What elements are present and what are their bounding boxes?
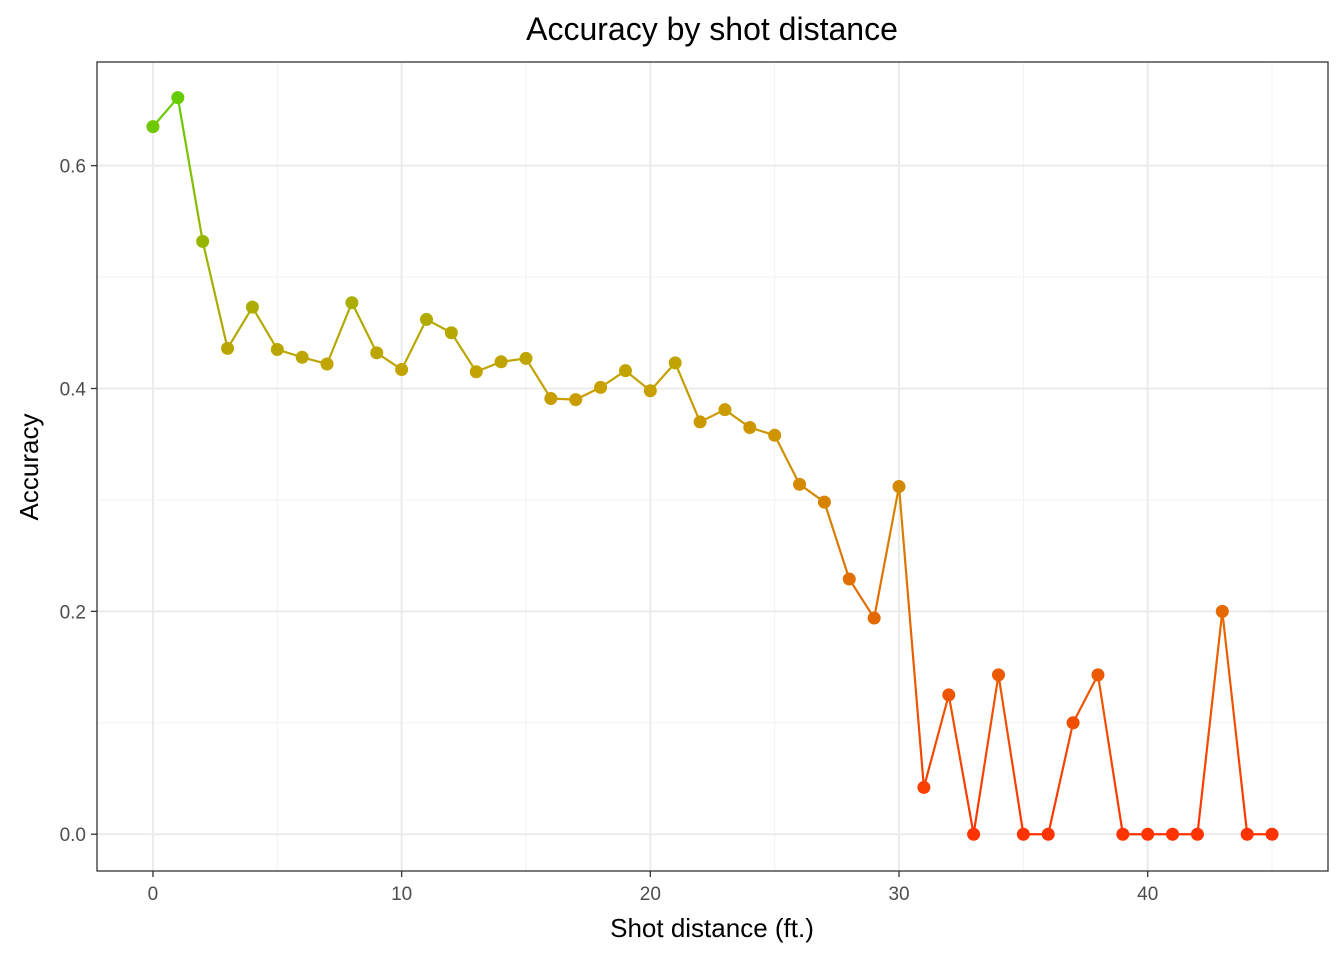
data-point: [892, 480, 906, 494]
data-point: [1066, 716, 1080, 730]
data-point: [917, 780, 931, 794]
data-point: [345, 296, 359, 310]
data-point: [668, 356, 682, 370]
data-point: [967, 827, 981, 841]
data-point: [942, 688, 956, 702]
line-segment: [922, 693, 950, 789]
data-point: [1141, 827, 1155, 841]
x-tick-label: 40: [1137, 884, 1158, 905]
data-point: [320, 357, 334, 371]
data-point: [1041, 827, 1055, 841]
data-point: [693, 415, 707, 429]
y-tick-label: 0.2: [60, 602, 86, 623]
y-tick-label: 0.6: [60, 157, 86, 178]
data-point: [270, 342, 284, 356]
x-axis-title: Shot distance (ft.): [610, 913, 814, 943]
line-segment: [972, 673, 1000, 836]
data-point: [395, 363, 409, 377]
data-point: [1116, 827, 1130, 841]
x-tick-label: 10: [391, 884, 412, 905]
chart-title: Accuracy by shot distance: [526, 11, 898, 47]
panel-border: [96, 61, 1329, 872]
line-segment: [325, 301, 354, 366]
x-tick-label: 0: [148, 884, 159, 905]
data-point: [1190, 827, 1204, 841]
series-points: [146, 91, 1279, 841]
line-segment: [450, 331, 478, 373]
minor-gridlines: [97, 62, 1328, 871]
data-point: [1091, 668, 1105, 682]
line-segment: [1071, 673, 1100, 724]
line-segment: [226, 306, 254, 350]
y-tick-label: 0.4: [60, 379, 87, 400]
data-point: [817, 495, 831, 509]
data-point: [569, 393, 583, 407]
line-segment: [524, 357, 552, 400]
line-segment: [400, 318, 428, 371]
data-point: [469, 365, 483, 379]
data-point: [768, 428, 782, 442]
data-point: [245, 300, 259, 314]
data-point: [1265, 827, 1279, 841]
data-point: [519, 351, 533, 365]
line-segment: [251, 306, 279, 351]
line-segment: [350, 301, 378, 354]
data-point: [295, 350, 309, 364]
data-point: [494, 355, 508, 369]
line-segment: [947, 693, 975, 836]
data-point: [793, 477, 807, 491]
data-point: [643, 384, 657, 398]
line-segment: [848, 577, 876, 620]
data-point: [991, 668, 1005, 682]
data-point: [842, 572, 856, 586]
line-segment: [1047, 721, 1075, 836]
data-point: [146, 120, 160, 134]
data-point: [594, 380, 608, 394]
x-tick-label: 20: [640, 884, 661, 905]
line-segment: [176, 96, 204, 243]
data-point: [1016, 827, 1030, 841]
data-point: [444, 326, 458, 340]
line-segment: [823, 501, 851, 581]
y-axis: 0.0 0.2 0.4 0.6: [60, 157, 97, 846]
line-segment: [1196, 610, 1224, 836]
data-point: [867, 611, 881, 625]
data-point: [718, 403, 732, 417]
line-segment: [897, 485, 925, 789]
line-segment: [201, 240, 229, 350]
x-tick-label: 30: [888, 884, 909, 905]
data-point: [171, 91, 185, 105]
data-point: [221, 341, 235, 355]
x-axis: 0 10 20 30 40: [148, 871, 1158, 905]
line-segment: [674, 361, 702, 424]
data-point: [1166, 827, 1180, 841]
line-segment: [1096, 673, 1124, 836]
data-point: [1215, 604, 1229, 618]
y-tick-label: 0.0: [60, 825, 86, 846]
data-point: [544, 392, 558, 406]
line-segment: [997, 673, 1025, 836]
data-point: [196, 234, 210, 248]
line-segment: [1221, 610, 1249, 836]
data-point: [618, 364, 632, 378]
data-point: [1240, 827, 1254, 841]
data-point: [420, 312, 434, 326]
data-point: [743, 420, 757, 434]
data-point: [370, 346, 384, 360]
line-segment: [773, 434, 801, 486]
y-axis-title: Accuracy: [14, 414, 44, 521]
line-segment: [873, 485, 901, 620]
